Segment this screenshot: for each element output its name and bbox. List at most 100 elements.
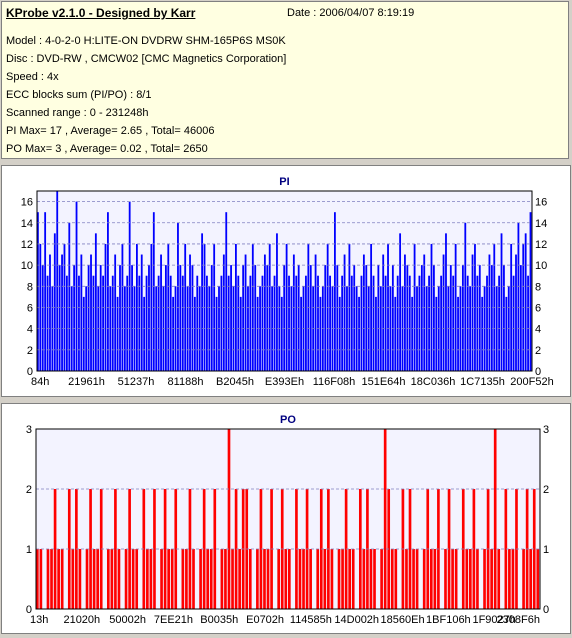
po-bar (490, 549, 493, 609)
pi-bar (430, 243, 433, 371)
po-bar (504, 489, 508, 609)
pi-bar (396, 275, 399, 371)
pi-bar (114, 254, 117, 371)
pi-bar (529, 212, 532, 371)
pi-bar (104, 243, 107, 371)
pi-y-tick-right: 12 (535, 239, 547, 251)
po-bar (188, 489, 192, 609)
pi-bar (126, 275, 129, 371)
pi-bar (280, 296, 283, 371)
pi-bar (37, 212, 39, 371)
pi-bar (389, 286, 392, 371)
pi-bar (524, 233, 527, 371)
po-bar (433, 549, 437, 609)
pi-bar (39, 243, 42, 371)
pi-bar (44, 212, 47, 371)
pi-x-tick: 200F52h (510, 376, 553, 388)
po-bar (231, 549, 234, 609)
pi-bar (527, 275, 529, 371)
po-bar (57, 549, 60, 609)
pi-bar (478, 265, 481, 371)
pi-bar (292, 254, 295, 371)
pi-bar (169, 275, 172, 371)
pi-y-tick-left: 4 (27, 324, 33, 336)
po-bar (380, 549, 383, 609)
pi-bar (486, 275, 488, 371)
pi-x-tick: 21961h (68, 376, 105, 388)
pi-bar (285, 243, 288, 371)
pi-bar (295, 275, 298, 371)
po-chart-title: PO (280, 414, 296, 426)
pi-bar (461, 265, 464, 371)
pi-y-tick-right: 16 (535, 197, 547, 209)
pi-bar (408, 275, 411, 371)
pi-bar (377, 265, 380, 371)
pi-bar (440, 275, 443, 371)
po-y-tick-right: 2 (543, 484, 549, 496)
pi-bar (193, 296, 196, 371)
po-bar (298, 549, 302, 609)
pi-bar (244, 254, 247, 371)
pi-bar (138, 275, 141, 371)
pi-bar (464, 222, 467, 371)
pi-bar (457, 296, 459, 371)
pi-plot-frame (36, 190, 533, 372)
pi-summary-line: PI Max= 17 , Average= 2.65 , Total= 4600… (6, 125, 215, 137)
po-bar (192, 549, 195, 609)
po-bar (302, 549, 305, 609)
po-bar (167, 549, 170, 609)
po-bar (522, 549, 525, 609)
po-bar (277, 549, 281, 609)
po-bar (117, 549, 121, 609)
po-bar (206, 549, 210, 609)
pi-bar (210, 265, 213, 371)
pi-bar (418, 275, 421, 371)
pi-bar (319, 296, 322, 371)
pi-bar (498, 275, 501, 371)
pi-bar (157, 275, 160, 371)
pi-bar (517, 222, 520, 371)
pi-bar (75, 201, 78, 371)
pi-bar (155, 286, 158, 371)
pi-bar (189, 254, 191, 371)
pi-bar (510, 243, 513, 371)
pi-y-tick-left: 12 (21, 239, 33, 251)
po-summary-line: PO Max= 3 , Average= 0.02 , Total= 2650 (6, 143, 208, 155)
pi-x-tick: 84h (31, 376, 49, 388)
po-bar (529, 549, 533, 609)
pi-bar (111, 275, 114, 371)
pi-bar (399, 233, 402, 371)
pi-y-tick-right: 4 (535, 324, 541, 336)
pi-x-tick: 1C7135h (460, 376, 505, 388)
pi-bar (99, 265, 102, 371)
pi-bar (300, 296, 303, 371)
po-bar (532, 489, 536, 609)
po-bar (106, 549, 110, 609)
pi-bar (87, 265, 90, 371)
pi-bar (116, 296, 119, 371)
po-x-tick: 50002h (109, 614, 146, 626)
pi-bar (435, 296, 438, 371)
pi-bar (360, 275, 363, 371)
po-y-tick-right: 1 (543, 544, 549, 556)
po-bar (220, 549, 224, 609)
po-bar (405, 549, 408, 609)
po-bar (263, 549, 266, 609)
po-bar (124, 549, 128, 609)
pi-bar (102, 275, 105, 371)
po-bar (444, 549, 447, 609)
pi-y-tick-left: 8 (27, 281, 33, 293)
po-bar (256, 549, 259, 609)
pi-bar (65, 275, 68, 371)
pi-bar (109, 286, 112, 371)
pi-bar (500, 233, 503, 371)
pi-bar (46, 275, 49, 371)
po-plot-frame (35, 428, 541, 610)
po-x-tick: 114585h (290, 614, 332, 626)
po-x-tick: 18560Eh (381, 614, 425, 626)
pi-bar (49, 254, 51, 371)
pi-bar (90, 254, 92, 371)
pi-bar (428, 275, 430, 371)
pi-x-tick: 51237h (118, 376, 155, 388)
po-bar (415, 549, 419, 609)
